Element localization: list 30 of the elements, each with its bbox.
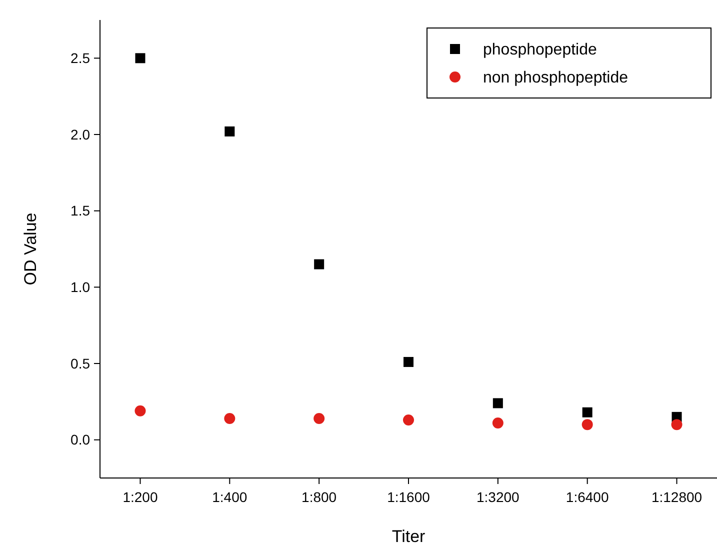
point xyxy=(492,418,504,429)
point xyxy=(404,356,414,367)
x-tick-label: 1:6400 xyxy=(566,489,609,505)
x-tick-label: 1:800 xyxy=(302,489,337,505)
point xyxy=(314,259,324,270)
point xyxy=(224,412,236,424)
legend-label: non phosphopeptide xyxy=(483,70,628,87)
x-tick-label: 1:1600 xyxy=(387,489,430,505)
y-tick-label: 2.5 xyxy=(70,50,90,66)
y-tick-label: 0.0 xyxy=(70,432,90,448)
x-tick-label: 1:200 xyxy=(122,489,158,505)
point xyxy=(403,414,414,426)
point xyxy=(582,407,592,418)
x-tick-label: 1:12800 xyxy=(651,489,702,505)
point xyxy=(224,126,235,136)
x-tick-label: 1:3200 xyxy=(476,489,520,505)
y-tick-label: 1.0 xyxy=(70,279,90,296)
y-tick-label: 2.0 xyxy=(70,126,90,142)
point xyxy=(671,419,682,430)
point xyxy=(582,419,593,430)
point xyxy=(492,398,503,408)
x-tick-label: 1:400 xyxy=(212,489,248,505)
x-axis-title: Titer xyxy=(392,527,426,546)
point xyxy=(314,412,325,424)
point xyxy=(135,53,146,64)
y-tick-label: 0.5 xyxy=(70,355,90,372)
legend-label: phosphopeptide xyxy=(483,42,597,59)
y-tick-label: 1.5 xyxy=(70,202,90,219)
point xyxy=(134,405,146,416)
y-axis-title: OD Value xyxy=(21,212,40,286)
